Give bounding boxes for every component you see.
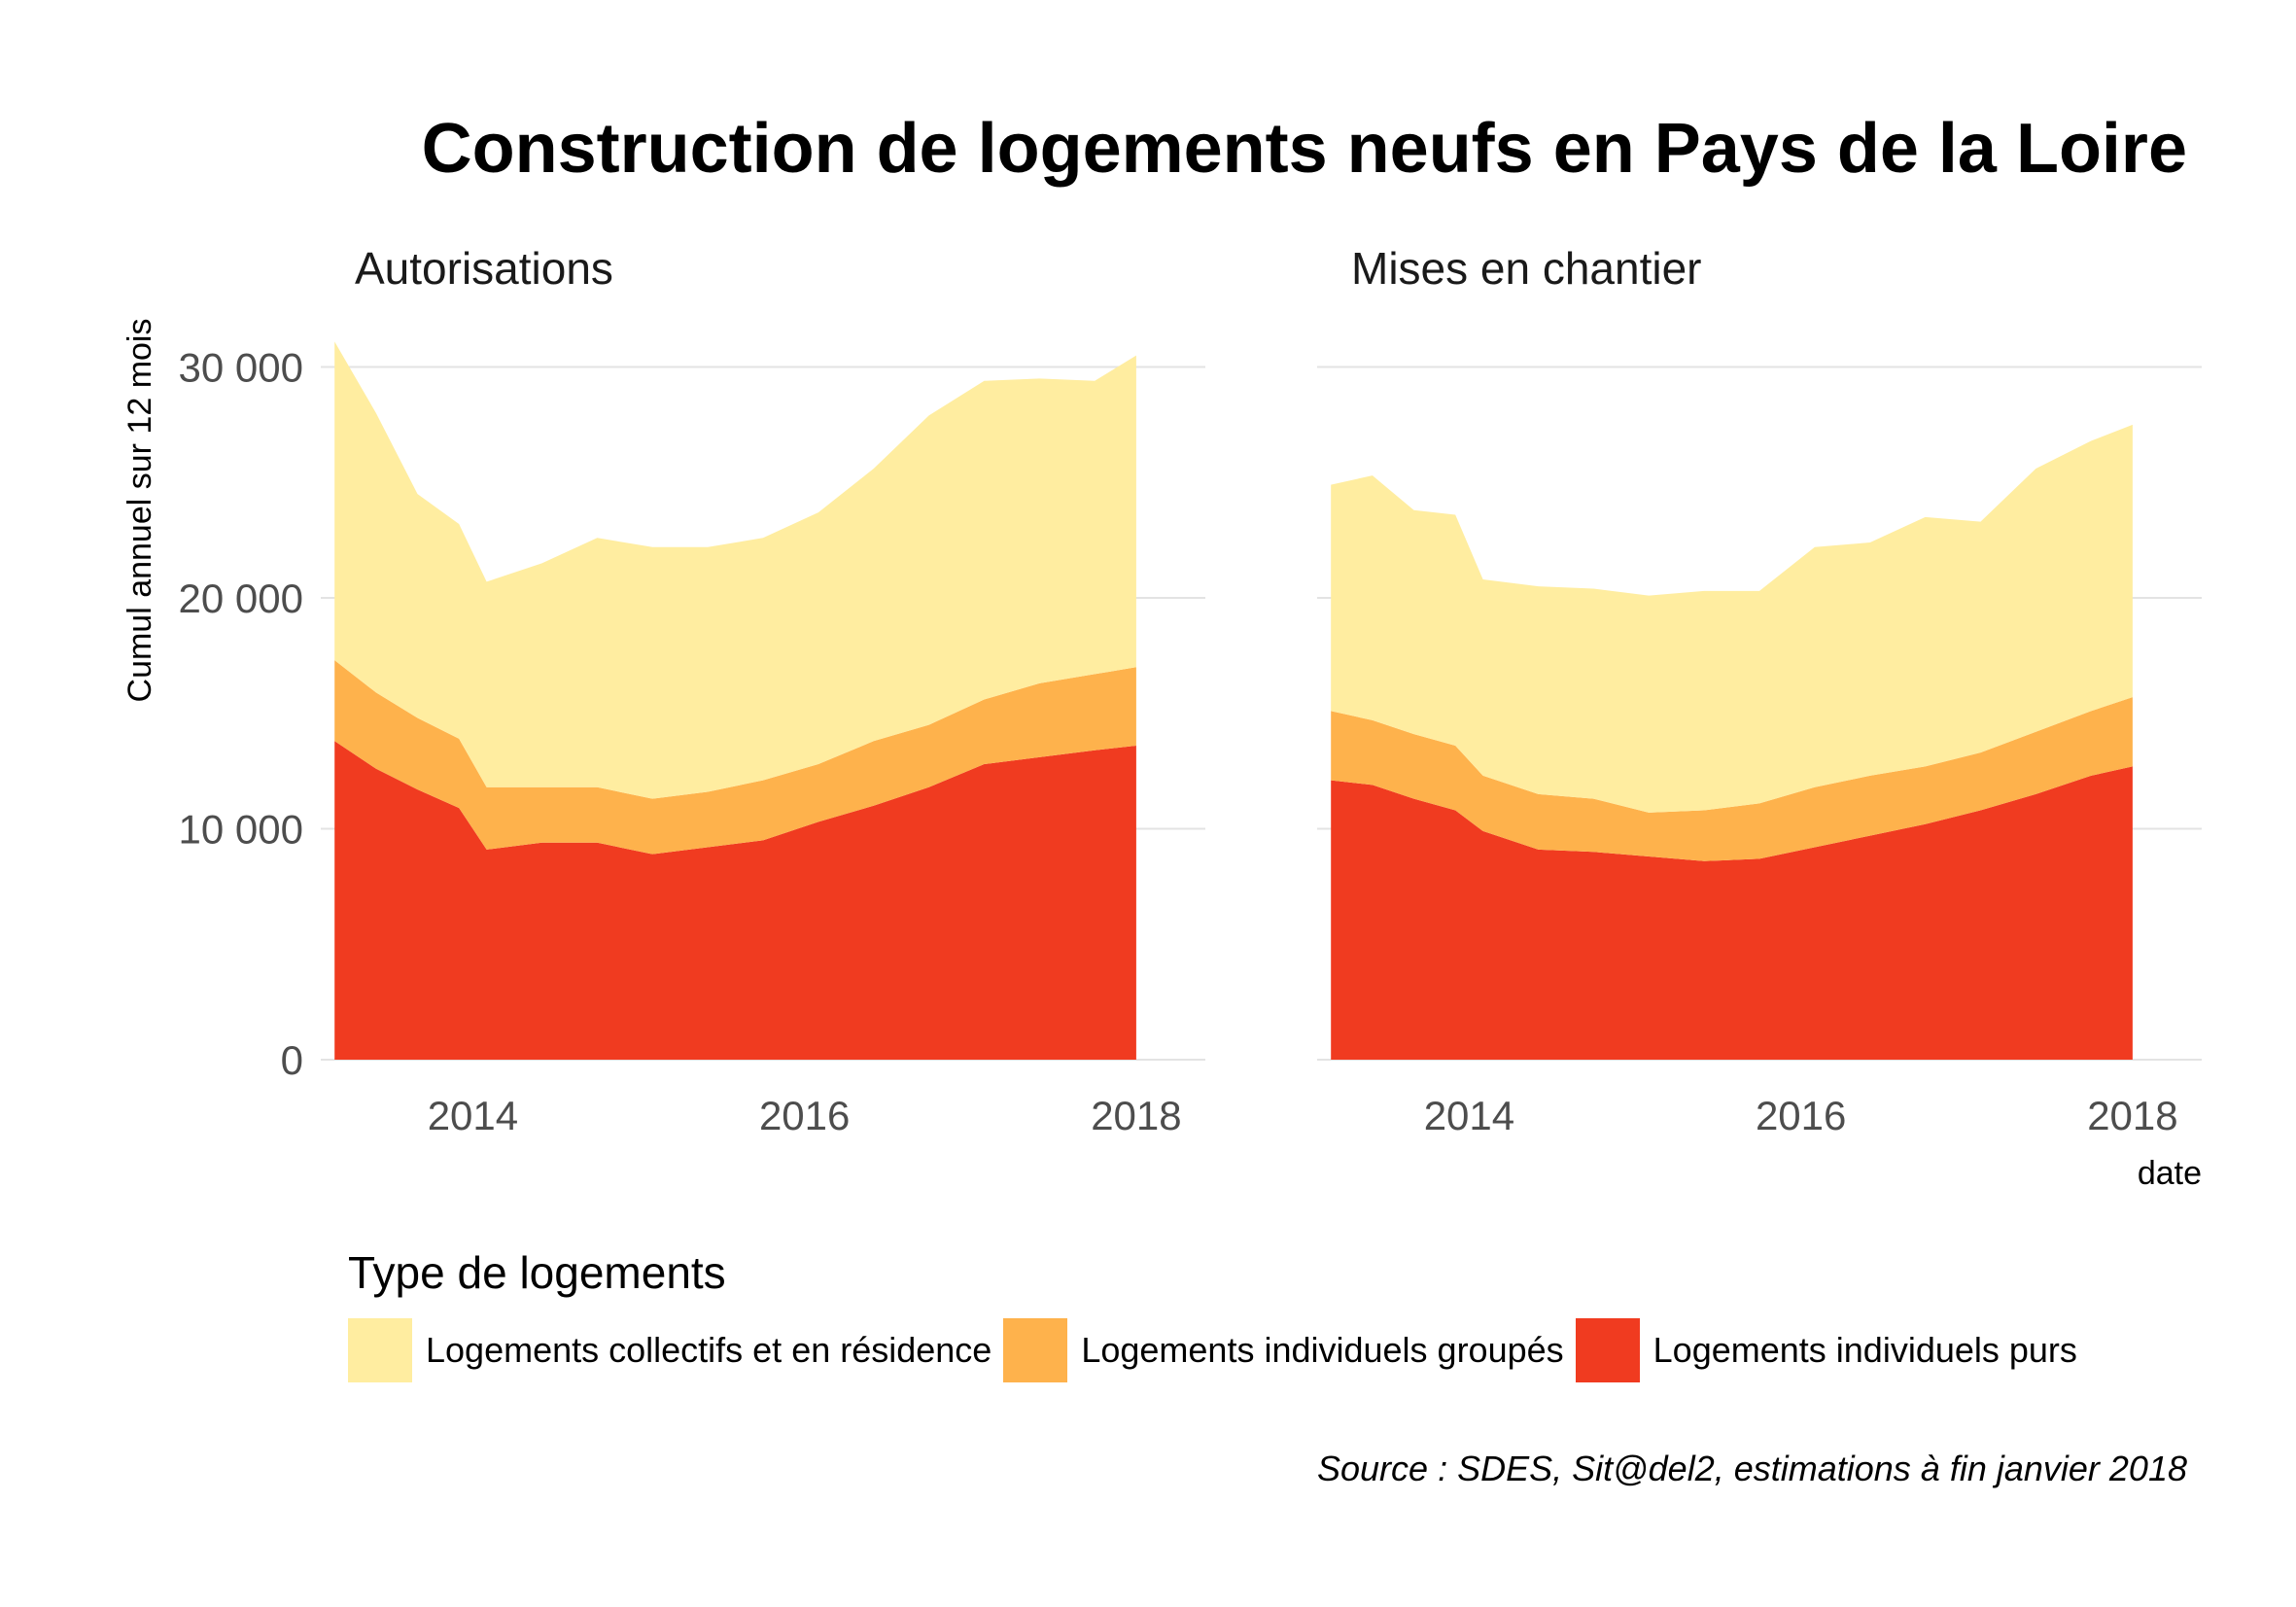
x-tick-label: 2014: [1424, 1093, 1514, 1138]
legend-swatch-collectifs: [348, 1318, 412, 1382]
legend-item-purs: Logements individuels purs: [1575, 1318, 2077, 1382]
legend-label-collectifs: Logements collectifs et en résidence: [426, 1330, 992, 1370]
legend-item-collectifs: Logements collectifs et en résidence: [348, 1318, 991, 1382]
legend-label-groupes: Logements individuels groupés: [1081, 1330, 1564, 1370]
legend-swatch-groupes: [1003, 1318, 1068, 1382]
legend-item-groupes: Logements individuels groupés: [1003, 1318, 1564, 1382]
area-logements-individuels-groupes: [334, 660, 1136, 855]
x-tick-label: 2018: [2087, 1093, 2177, 1138]
y-tick-label: 20 000: [179, 576, 303, 621]
legend-swatch-purs: [1575, 1318, 1640, 1382]
legend: Type de logements Logements collectifs e…: [348, 1246, 2195, 1382]
x-axis-label: date: [2138, 1155, 2202, 1192]
source-note: Source : SDES, Sit@del2, estimations à f…: [1317, 1449, 2187, 1488]
legend-title: Type de logements: [348, 1247, 726, 1298]
y-tick-label: 10 000: [179, 807, 303, 853]
y-tick-label: 30 000: [179, 345, 303, 391]
x-tick-label: 2016: [1756, 1093, 1846, 1138]
legend-label-purs: Logements individuels purs: [1652, 1330, 2077, 1370]
area-logements-individuels-purs: [334, 741, 1136, 1060]
x-tick-label: 2014: [428, 1093, 518, 1138]
panel-title: Mises en chantier: [1351, 243, 1702, 294]
x-tick-label: 2016: [759, 1093, 850, 1138]
area-logements-individuels-purs: [1331, 766, 2133, 1060]
panel-mises-en-chantier: Mises en chantier 2014 2016 2018 date: [1317, 243, 2202, 1192]
x-tick-label: 2018: [1091, 1093, 1181, 1138]
area-logements-collectifs-et-en-residence: [1331, 424, 2133, 813]
area-logements-individuels-groupes: [1331, 697, 2133, 861]
y-tick-label: 0: [281, 1037, 303, 1083]
chart-title: Construction de logements neufs en Pays …: [421, 110, 2187, 188]
legend-items: Logements collectifs et en résidence Log…: [348, 1318, 2195, 1382]
panel-title: Autorisations: [355, 243, 613, 294]
y-axis-label: Cumul annuel sur 12 mois: [122, 319, 158, 703]
panel-autorisations: Autorisations 0 10 000 20 000 30 000 Cumul an…: [122, 243, 1205, 1138]
area-logements-collectifs-et-en-residence: [334, 341, 1136, 799]
